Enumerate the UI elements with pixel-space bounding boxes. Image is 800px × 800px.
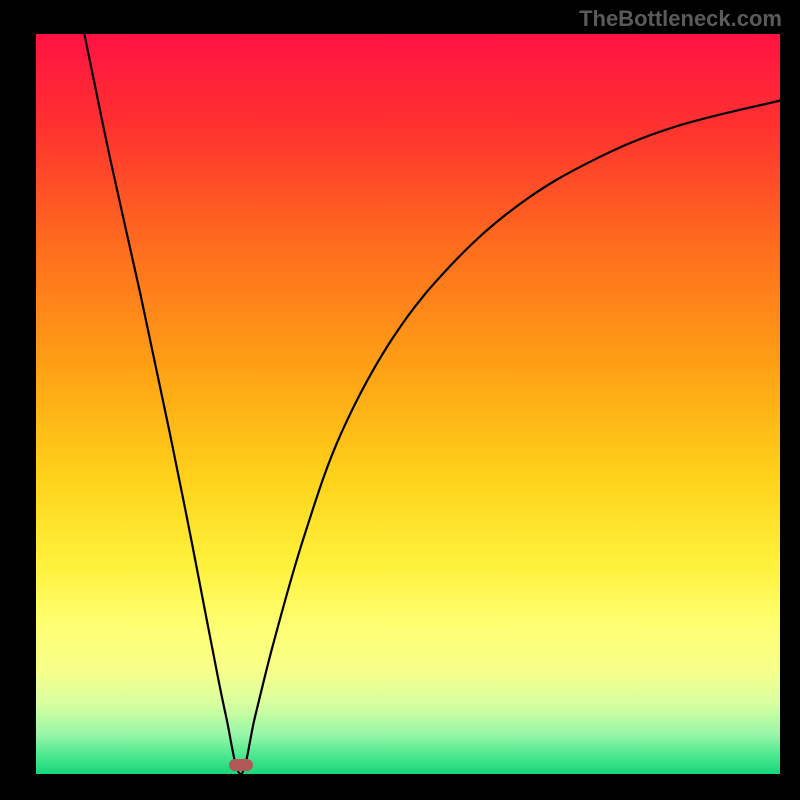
watermark-text: TheBottleneck.com — [579, 6, 782, 32]
plot-area — [36, 34, 780, 774]
bottleneck-curve — [36, 34, 780, 774]
minimum-marker — [229, 759, 253, 771]
